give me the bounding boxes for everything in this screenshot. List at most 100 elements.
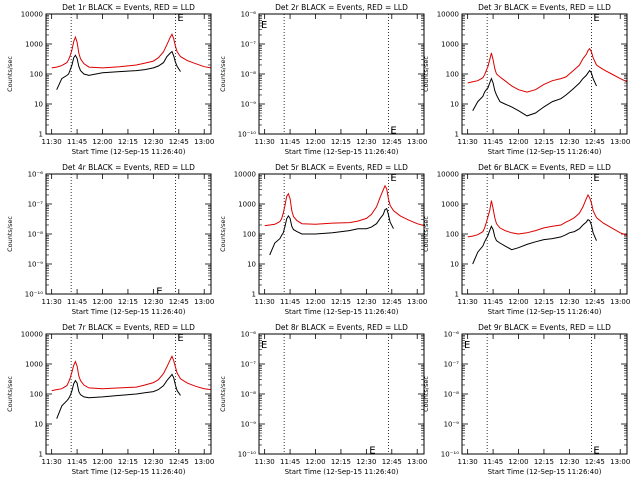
e-marker-corner: E [261, 340, 267, 351]
y-tick-label: 10⁻⁸ [444, 391, 460, 399]
x-tick-label: 12:30 [143, 138, 163, 146]
y-axis-label: Counts/sec [219, 376, 227, 412]
y-tick-label: 10⁻¹⁰ [238, 451, 256, 459]
x-tick-label: 12:30 [356, 458, 376, 466]
panel-det-5: Det 5r BLACK = Events, RED = LLD Counts/s… [219, 163, 427, 316]
y-tick-label: 10⁻⁷ [241, 41, 257, 49]
x-tick-label: 12:00 [92, 458, 112, 466]
y-axis-label: Counts/sec [219, 56, 227, 92]
e-marker: E [369, 446, 375, 457]
lld-series-line [51, 355, 212, 392]
x-tick-label: 11:30 [255, 298, 275, 306]
x-tick-label: 12:00 [508, 138, 528, 146]
e-marker: E [390, 173, 396, 184]
plot-frame [45, 13, 212, 135]
x-tick-label: 11:30 [458, 138, 478, 146]
panel-title: Det 9r BLACK = Events, RED = LLD [478, 323, 611, 332]
e-marker-corner: E [464, 340, 470, 351]
y-tick-label: 10 [247, 261, 256, 269]
e-marker: E [390, 126, 396, 137]
x-axis-label: Start Time (12-Sep-15 11:26:40) [488, 308, 602, 316]
x-tick-label: 12:45 [382, 138, 402, 146]
y-tick-label: 10 [34, 101, 43, 109]
plot-frame [461, 173, 628, 295]
panel-title: Det 7r BLACK = Events, RED = LLD [62, 323, 195, 332]
x-axis-label: Start Time (12-Sep-15 11:26:40) [72, 148, 186, 156]
panel-det-4: Det 4r BLACK = Events, RED = LLD Counts/s… [6, 163, 214, 316]
x-tick-label: 13:00 [194, 138, 214, 146]
x-tick-label: 12:15 [331, 298, 351, 306]
lld-series-line [264, 184, 425, 227]
x-tick-label: 11:45 [67, 298, 87, 306]
y-tick-label: 10⁻⁷ [444, 361, 460, 369]
y-tick-label: 1 [39, 451, 43, 459]
plot-frame [258, 333, 425, 455]
y-axis-label: Counts/sec [422, 376, 430, 412]
x-tick-label: 11:30 [458, 298, 478, 306]
y-tick-label: 1 [39, 131, 43, 139]
e-marker: E [593, 446, 599, 457]
x-tick-label: 13:00 [407, 458, 427, 466]
y-tick-label: 10⁻⁸ [28, 231, 44, 239]
y-tick-label: 1 [455, 291, 459, 299]
x-tick-label: 13:00 [194, 298, 214, 306]
y-tick-label: 10⁻⁸ [241, 71, 257, 79]
x-tick-label: 11:45 [67, 458, 87, 466]
plot-frame [258, 173, 425, 295]
y-tick-label: 1000 [238, 201, 256, 209]
y-tick-label: 1000 [25, 41, 43, 49]
y-tick-label: 1000 [441, 201, 459, 209]
y-tick-label: 10⁻⁶ [241, 331, 257, 339]
events-series-line [472, 69, 597, 117]
y-tick-label: 10⁻⁶ [444, 331, 460, 339]
plot-frame [45, 333, 212, 455]
y-tick-label: 10⁻⁷ [28, 201, 44, 209]
x-tick-label: 11:30 [42, 458, 62, 466]
x-tick-label: 11:30 [42, 138, 62, 146]
events-series-line [269, 207, 394, 256]
x-tick-label: 12:45 [169, 458, 189, 466]
plot-frame [461, 333, 628, 455]
y-axis-label: Counts/sec [422, 216, 430, 252]
y-tick-label: 10⁻⁶ [28, 171, 44, 179]
e-marker: E [593, 173, 599, 184]
x-axis-label: Start Time (12-Sep-15 11:26:40) [285, 468, 399, 476]
x-tick-label: 11:30 [42, 298, 62, 306]
x-tick-label: 12:00 [508, 298, 528, 306]
y-axis-label: Counts/sec [6, 216, 14, 252]
x-tick-label: 12:15 [118, 138, 138, 146]
y-tick-label: 100 [446, 71, 459, 79]
x-tick-label: 12:30 [559, 298, 579, 306]
x-tick-label: 13:00 [407, 138, 427, 146]
x-tick-label: 12:00 [305, 458, 325, 466]
x-tick-label: 13:00 [610, 138, 630, 146]
panel-title: Det 4r BLACK = Events, RED = LLD [62, 163, 195, 172]
plot-frame [45, 173, 212, 295]
x-tick-label: 12:15 [534, 458, 554, 466]
x-tick-label: 12:45 [585, 458, 605, 466]
x-tick-label: 12:15 [534, 138, 554, 146]
x-axis-label: Start Time (12-Sep-15 11:26:40) [488, 148, 602, 156]
panel-title: Det 2r BLACK = Events, RED = LLD [275, 3, 408, 12]
x-tick-label: 12:00 [508, 458, 528, 466]
x-tick-label: 12:00 [305, 138, 325, 146]
y-tick-label: 10 [450, 101, 459, 109]
x-tick-label: 12:30 [559, 458, 579, 466]
x-axis-label: Start Time (12-Sep-15 11:26:40) [285, 148, 399, 156]
y-tick-label: 10000 [437, 11, 459, 19]
events-series-line [56, 373, 181, 419]
x-tick-label: 11:45 [483, 138, 503, 146]
x-tick-label: 13:00 [610, 458, 630, 466]
x-tick-label: 11:45 [280, 138, 300, 146]
e-marker-corner: E [261, 20, 267, 31]
panel-det-9: Det 9r BLACK = Events, RED = LLD Counts/s… [422, 323, 630, 476]
y-tick-label: 10⁻¹⁰ [25, 291, 43, 299]
y-tick-label: 1000 [25, 361, 43, 369]
x-tick-label: 12:30 [143, 298, 163, 306]
y-axis-label: Counts/sec [6, 56, 14, 92]
x-tick-label: 12:15 [118, 458, 138, 466]
x-axis-label: Start Time (12-Sep-15 11:26:40) [488, 468, 602, 476]
x-axis-label: Start Time (12-Sep-15 11:26:40) [72, 308, 186, 316]
panel-det-3: Det 3r BLACK = Events, RED = LLD Counts/s… [422, 3, 630, 156]
y-tick-label: 1 [252, 291, 256, 299]
